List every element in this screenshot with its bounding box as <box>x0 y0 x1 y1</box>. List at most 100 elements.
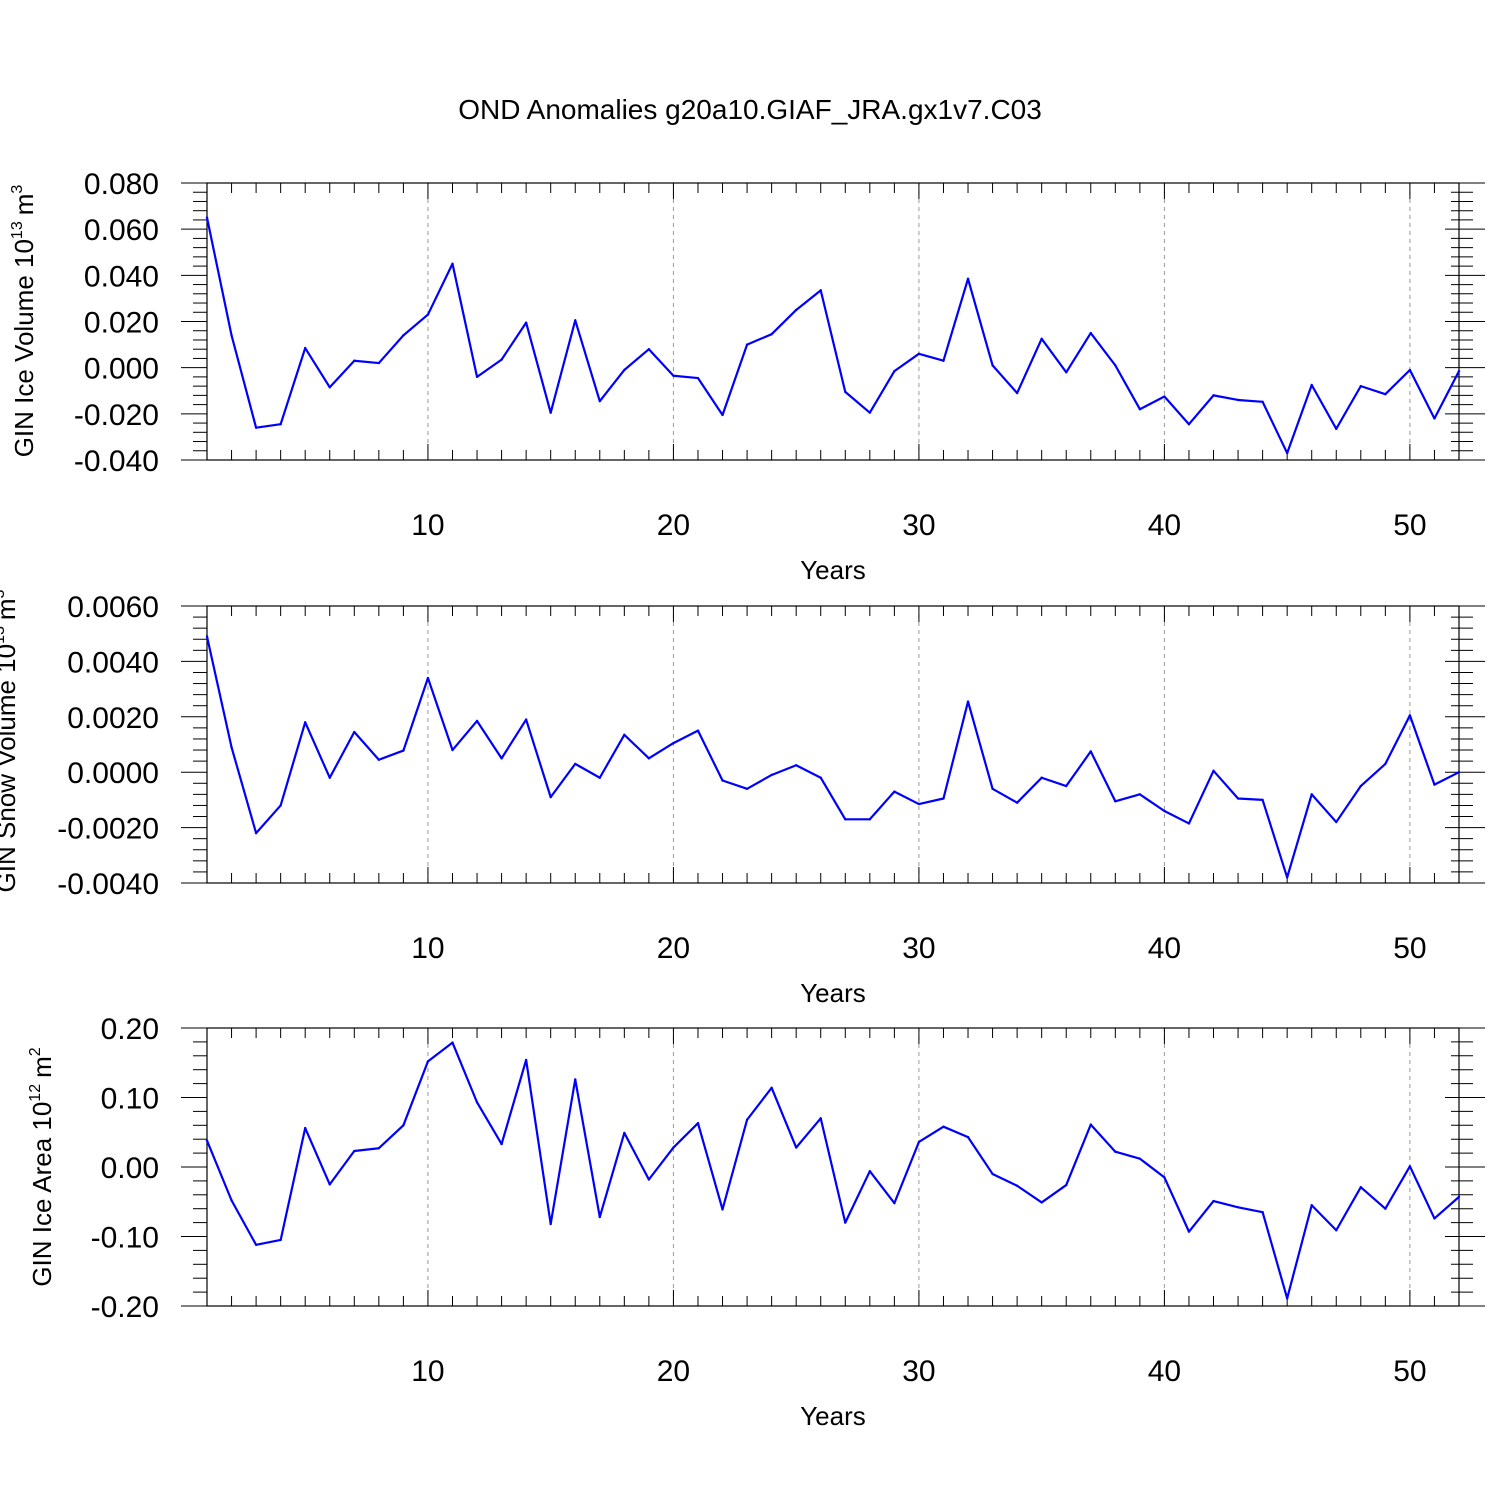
y-tick-label: 0.20 <box>101 1013 159 1046</box>
data-point <box>623 368 626 372</box>
y-tick-label: 0.080 <box>84 168 159 201</box>
data-point <box>426 313 430 316</box>
x-tick-label: 20 <box>657 932 690 965</box>
data-point <box>647 1178 651 1181</box>
panel-2: 10 20 30 40 50 -0.0040 -0.0020 0.0000 0.0020 0.00… <box>0 589 1485 1008</box>
chart-title: OND Anomalies g20a10.GIAF_JRA.gx1v7.C03 <box>458 94 1042 125</box>
y-axis-label-unit-exponent: 3 <box>9 185 26 194</box>
x-tick-label: 30 <box>902 932 935 965</box>
series-line-1 <box>205 217 1460 455</box>
y-tick-label: 0.10 <box>101 1083 159 1116</box>
data-point <box>745 787 749 791</box>
data-point <box>1163 395 1166 398</box>
data-point <box>1089 1123 1092 1126</box>
data-point <box>1310 383 1313 387</box>
data-point <box>696 1122 700 1125</box>
plot-frame <box>206 605 1460 884</box>
x-tick-label: 20 <box>657 1355 690 1388</box>
data-point <box>230 746 233 749</box>
data-point <box>1187 1230 1191 1233</box>
data-point <box>574 762 577 766</box>
data-point <box>745 1118 749 1121</box>
data-point <box>794 764 798 767</box>
data-point <box>377 361 381 365</box>
data-point <box>598 776 601 779</box>
data-point <box>328 1183 331 1186</box>
data-point <box>1285 1297 1289 1300</box>
data-point <box>1040 776 1043 779</box>
data-point <box>475 375 479 379</box>
data-point <box>623 733 626 737</box>
data-point <box>1236 797 1240 800</box>
data-point <box>328 776 331 779</box>
data-point <box>991 364 994 367</box>
x-tick-label: 40 <box>1148 932 1181 965</box>
data-point <box>1187 822 1191 825</box>
data-point <box>303 1126 307 1130</box>
data-point <box>1310 793 1313 796</box>
data-point <box>549 411 552 414</box>
data-point <box>844 818 847 821</box>
data-point <box>279 1238 282 1242</box>
data-point <box>377 1147 381 1150</box>
x-tick-label: 10 <box>411 932 444 965</box>
data-point <box>574 1078 577 1081</box>
data-point <box>1114 800 1117 803</box>
data-point <box>1236 398 1240 402</box>
data-point <box>1457 1195 1461 1199</box>
x-tick-label: 10 <box>411 509 444 542</box>
data-point <box>524 321 528 324</box>
data-point <box>1457 771 1461 774</box>
data-point <box>451 262 454 265</box>
data-point <box>770 1086 773 1089</box>
data-point <box>1089 750 1092 753</box>
data-point <box>794 1146 798 1149</box>
data-point <box>303 346 307 350</box>
data-point <box>1015 1184 1019 1187</box>
data-point <box>1408 714 1412 717</box>
y-tick-label: -0.0040 <box>57 868 159 901</box>
x-tick-label: 30 <box>902 1355 935 1388</box>
data-point <box>598 399 601 403</box>
data-point <box>500 757 503 760</box>
y-tick-label: -0.10 <box>91 1222 159 1255</box>
data-point <box>549 1222 552 1226</box>
x-tick-label: 40 <box>1148 509 1181 542</box>
data-point <box>942 359 945 362</box>
data-point <box>819 776 822 779</box>
data-point <box>991 787 994 791</box>
series-line-2 <box>205 636 1460 879</box>
data-point <box>598 1215 601 1219</box>
data-point <box>1261 1210 1264 1214</box>
x-tick-label: 20 <box>657 509 690 542</box>
data-point <box>647 757 651 760</box>
y-tick-label: 0.060 <box>84 214 159 247</box>
y-tick-label: -0.040 <box>74 445 159 478</box>
x-tick-label: 10 <box>411 1355 444 1388</box>
data-point <box>942 1125 945 1128</box>
x-tick-label: 50 <box>1393 509 1426 542</box>
y-tick-label: 0.0040 <box>67 646 159 679</box>
data-point <box>549 795 552 799</box>
y-axis-label-exponent: 13 <box>9 221 26 239</box>
data-point <box>991 1172 994 1176</box>
data-point <box>524 1058 528 1062</box>
data-point <box>721 779 724 782</box>
data-point <box>794 308 798 312</box>
y-tick-label: 0.040 <box>84 260 159 293</box>
y-axis-label-unit-exponent: 2 <box>27 1047 44 1056</box>
data-point <box>696 729 700 732</box>
x-axis-label: Years <box>800 978 866 1008</box>
y-tick-label: -0.0020 <box>57 813 159 846</box>
y-axis-label: GIN Snow Volume 1013 m3 <box>0 589 21 892</box>
data-point <box>868 818 872 821</box>
series-line-3 <box>205 1041 1460 1300</box>
y-axis-label-unit: m <box>9 194 39 216</box>
data-point <box>721 1208 724 1211</box>
data-point <box>1408 368 1412 372</box>
y-axis-label-text: GIN Ice Volume 10 <box>9 239 39 457</box>
data-point <box>402 334 405 337</box>
data-point <box>1433 783 1436 786</box>
data-point <box>254 426 258 429</box>
